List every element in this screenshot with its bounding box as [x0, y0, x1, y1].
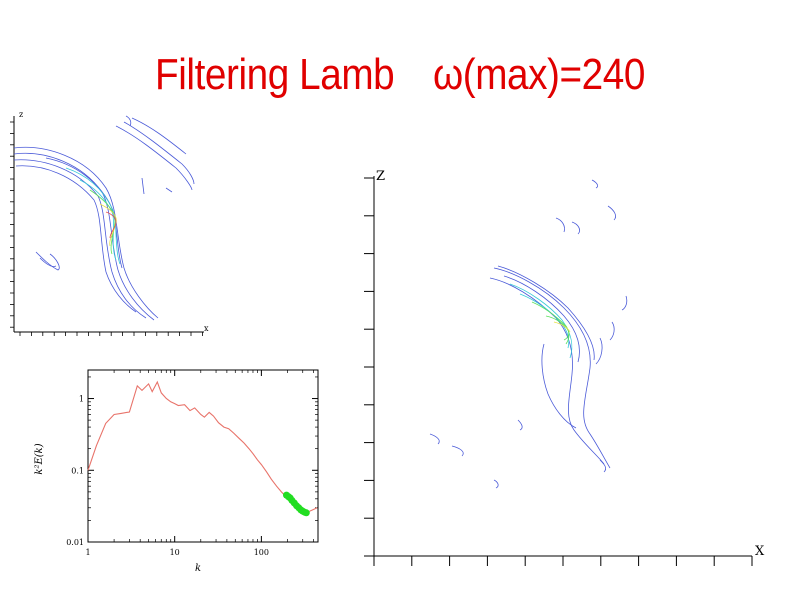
contour-line	[115, 125, 193, 191]
contour-line	[609, 321, 615, 341]
slide-title: Filtering Lamb ω(max)=240	[48, 50, 752, 100]
contour-line	[39, 257, 57, 267]
contour-line	[165, 187, 173, 193]
title-main: Filtering Lamb	[155, 50, 395, 99]
contour-line	[517, 419, 523, 431]
z-axis-label: Z	[376, 169, 385, 184]
contour-line	[553, 321, 571, 333]
y-tick-label: 0.01	[66, 538, 84, 547]
contour-line	[555, 217, 565, 233]
contour-line	[45, 157, 123, 269]
contour-line	[451, 445, 464, 457]
x-axis-label: k	[195, 563, 201, 574]
vorticity-contours	[13, 115, 195, 321]
contour-line	[493, 479, 499, 489]
series-group	[87, 380, 318, 517]
contour-line	[429, 433, 440, 445]
contour-line	[607, 205, 616, 221]
contour-line	[141, 177, 145, 195]
contour-line	[65, 167, 121, 265]
x-tick-label: 10	[170, 548, 180, 557]
contour-line	[621, 295, 628, 311]
contour-line	[493, 267, 611, 469]
contour-line	[531, 301, 570, 345]
contour-line	[105, 211, 117, 239]
contour-line	[489, 277, 605, 465]
contour-line	[131, 117, 187, 155]
y-tick-label: 0.1	[71, 466, 84, 475]
contour-line	[13, 146, 159, 319]
x-tick-label: 1	[85, 548, 90, 557]
contour-line	[541, 343, 577, 429]
x-tick-label: 100	[254, 548, 269, 557]
contour-line	[595, 337, 603, 365]
contour-plot-large: Z X	[364, 168, 784, 568]
contour-line	[79, 179, 117, 261]
contour-line	[599, 459, 607, 473]
contour-plot-small: z x	[6, 108, 216, 340]
plot-frame	[87, 369, 319, 543]
filtered-band-point	[302, 509, 310, 517]
axis-ticks	[364, 177, 753, 566]
contour-line	[125, 115, 132, 127]
y-axis-label: k²E(k)	[34, 443, 45, 474]
axis-ticks	[10, 121, 203, 336]
contour-line	[13, 152, 155, 321]
contour-plot-large-svg: Z X	[364, 169, 765, 566]
x-axis-label: x	[204, 324, 209, 333]
z-axis-label: z	[19, 110, 23, 119]
contour-line	[503, 275, 580, 363]
contour-line	[99, 203, 117, 247]
contour-line	[35, 251, 60, 271]
contour-line	[123, 121, 195, 185]
contour-line	[519, 293, 570, 349]
spectrum-chart: 1 10 100 0.01 0.1 1 k k²E(k)	[30, 365, 330, 580]
x-axis-label: X	[755, 544, 765, 559]
spectrum-series-line	[87, 380, 318, 513]
contour-line	[571, 221, 580, 235]
contour-line	[591, 179, 599, 189]
title-formula: ω(max)=240	[432, 50, 645, 99]
contour-line	[545, 315, 570, 341]
axis-ticks: 1 10 100 0.01 0.1 1	[66, 370, 318, 557]
contour-line	[15, 165, 137, 313]
contour-plot-small-svg: z x	[10, 110, 209, 336]
spectrum-chart-svg: 1 10 100 0.01 0.1 1 k k²E(k)	[34, 369, 319, 574]
y-tick-label: 1	[79, 395, 84, 404]
vorticity-contours	[429, 179, 628, 489]
contour-line	[13, 159, 147, 319]
contour-line	[497, 265, 595, 361]
contour-line	[509, 283, 573, 359]
